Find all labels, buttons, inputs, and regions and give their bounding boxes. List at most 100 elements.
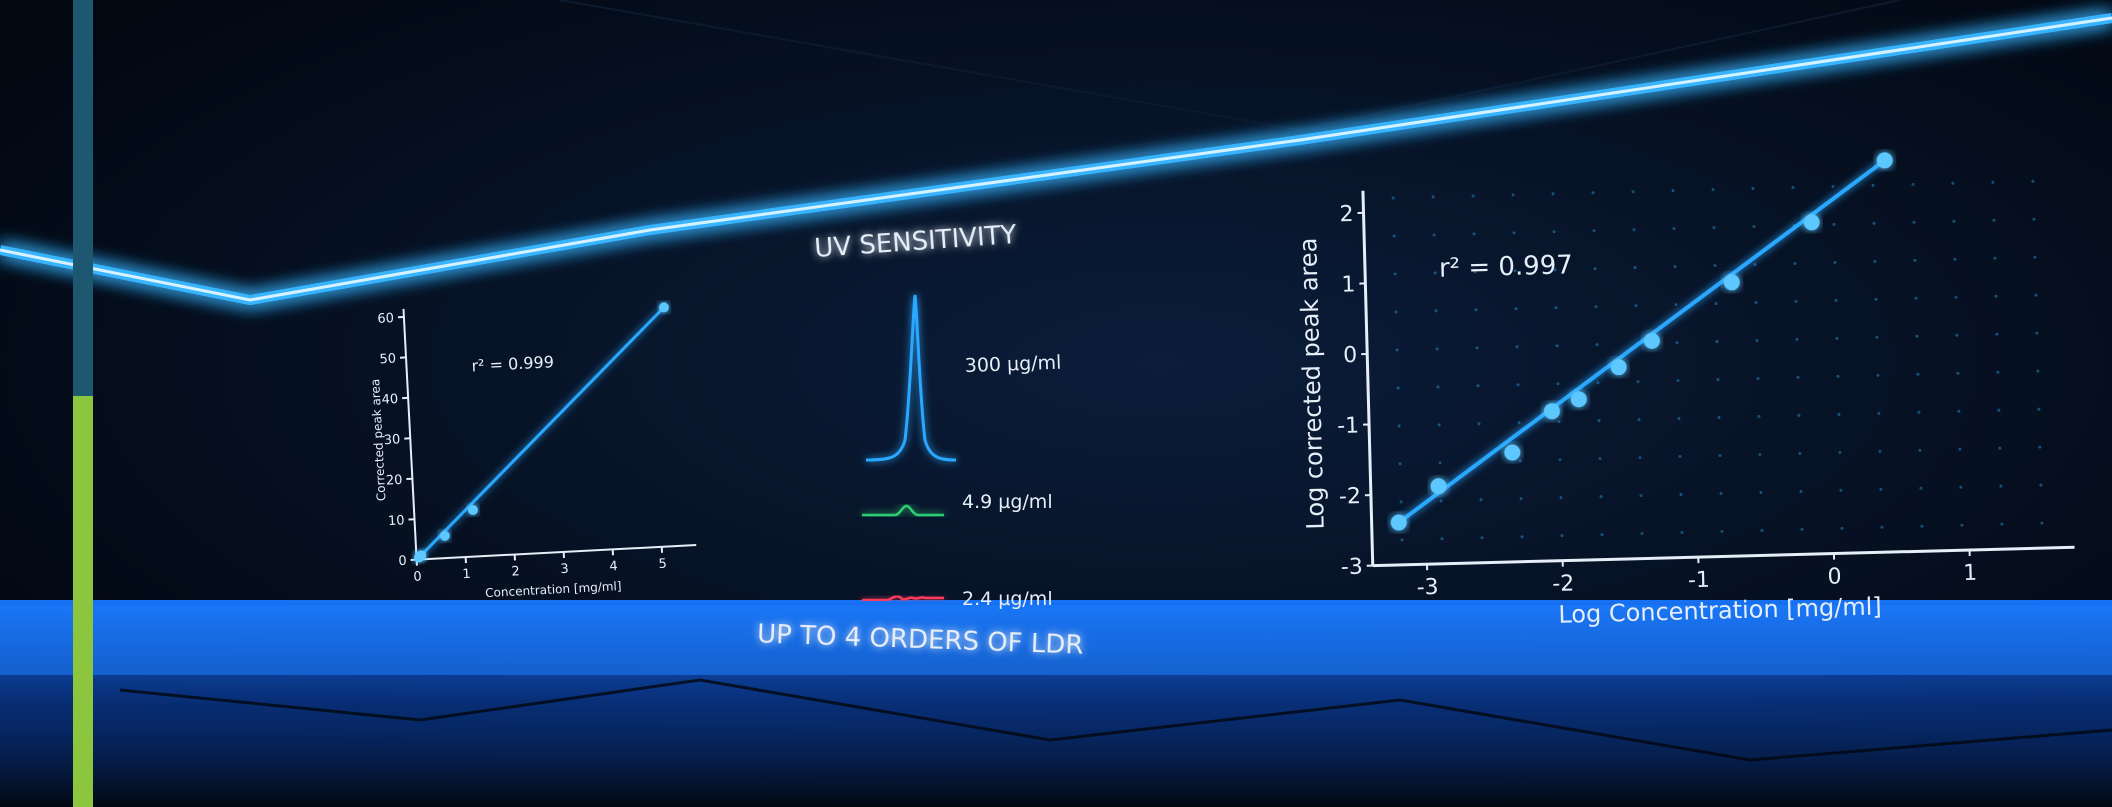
grid-dot bbox=[1919, 486, 1923, 490]
grid-dot bbox=[1717, 416, 1721, 420]
grid-dot bbox=[1874, 297, 1878, 301]
grid-dot bbox=[1879, 487, 1883, 491]
grid-dot bbox=[1793, 261, 1797, 265]
grid-dot bbox=[1636, 380, 1640, 384]
x-tick-label: -2 bbox=[1552, 571, 1575, 597]
grid-dot bbox=[1951, 181, 1955, 185]
grid-dot bbox=[1960, 523, 1964, 527]
x-tick-label: 1 bbox=[1963, 561, 1978, 586]
grid-dot bbox=[1479, 498, 1483, 502]
grid-dot bbox=[1560, 534, 1564, 538]
grid-dot bbox=[1433, 271, 1437, 275]
grid-dot bbox=[1880, 525, 1884, 529]
grid-dot bbox=[1952, 219, 1956, 223]
grid-dot bbox=[1711, 188, 1715, 192]
grid-dot bbox=[1477, 422, 1481, 426]
grid-dot bbox=[1755, 338, 1759, 342]
grid-dot bbox=[1638, 456, 1642, 460]
grid-dot bbox=[1993, 256, 1997, 260]
grid-dot bbox=[1438, 461, 1442, 465]
grid-dot bbox=[1797, 413, 1801, 417]
x-axis bbox=[416, 543, 697, 561]
grid-dot bbox=[1871, 183, 1875, 187]
grid-dot bbox=[1592, 229, 1596, 233]
y-axis-label: Corrected peak area bbox=[368, 378, 388, 501]
x-tick-label: 0 bbox=[413, 569, 422, 584]
x-tick-label: 4 bbox=[609, 559, 618, 574]
grid-dot bbox=[1837, 412, 1841, 416]
grid-dot bbox=[1595, 343, 1599, 347]
grid-dot bbox=[1597, 419, 1601, 423]
grid-dot bbox=[1678, 455, 1682, 459]
grid-dot bbox=[1872, 221, 1876, 225]
grid-dot bbox=[1911, 182, 1915, 186]
grid-dot bbox=[1472, 232, 1476, 236]
y-tick-label: 2 bbox=[1339, 202, 1354, 227]
grid-dot bbox=[1918, 448, 1922, 452]
y-tick-label: -2 bbox=[1339, 484, 1362, 510]
grid-dot bbox=[1676, 379, 1680, 383]
data-point bbox=[1390, 514, 1407, 531]
grid-dot bbox=[1913, 258, 1917, 262]
grid-dot bbox=[1959, 485, 1963, 489]
grid-dot bbox=[1396, 386, 1400, 390]
grid-dot bbox=[1713, 264, 1717, 268]
trace-300 bbox=[865, 294, 957, 462]
grid-dot bbox=[1596, 381, 1600, 385]
grid-dot bbox=[1795, 337, 1799, 341]
trace-2-4-label: 2.4 µg/ml bbox=[962, 588, 1053, 610]
y-tick-label: 50 bbox=[379, 351, 396, 367]
trace-4-9 bbox=[862, 504, 944, 517]
x-axis bbox=[1372, 545, 2075, 568]
grid-dot bbox=[1752, 225, 1756, 229]
grid-dot bbox=[1394, 310, 1398, 314]
ceiling-seam bbox=[559, 0, 1901, 132]
grid-dot bbox=[1555, 344, 1559, 348]
grid-dot bbox=[1436, 385, 1440, 389]
grid-dot bbox=[1839, 488, 1843, 492]
grid-dot bbox=[1957, 409, 1961, 413]
grid-dot bbox=[1513, 269, 1517, 273]
data-point bbox=[1570, 391, 1587, 408]
grid-dot bbox=[1520, 535, 1524, 539]
grid-dot bbox=[1679, 493, 1683, 497]
grid-dot bbox=[1517, 421, 1521, 425]
grid-dot bbox=[1474, 308, 1478, 312]
grid-dot bbox=[1836, 374, 1840, 378]
grid-dot bbox=[2037, 407, 2041, 411]
grid-dot bbox=[1954, 295, 1958, 299]
grid-dot bbox=[1471, 194, 1475, 198]
grid-dot bbox=[1591, 191, 1595, 195]
grid-dot bbox=[2038, 445, 2042, 449]
grid-dot bbox=[1552, 230, 1556, 234]
grid-dot bbox=[1391, 196, 1395, 200]
grid-dot bbox=[1480, 536, 1484, 540]
r-squared-label: r² = 0.999 bbox=[471, 352, 554, 375]
accent-bar-bottom bbox=[73, 396, 93, 807]
grid-dot bbox=[2040, 521, 2044, 525]
grid-dot bbox=[1996, 370, 2000, 374]
neon-light-core bbox=[0, 16, 2112, 302]
grid-dot bbox=[1997, 408, 2001, 412]
grid-dot bbox=[1675, 341, 1679, 345]
grid-dot bbox=[1439, 499, 1443, 503]
grid-dot bbox=[1640, 532, 1644, 536]
grid-dot bbox=[1639, 494, 1643, 498]
grid-dot bbox=[1953, 257, 1957, 261]
x-tick-label: 1 bbox=[462, 567, 471, 582]
grid-dot bbox=[1920, 524, 1924, 528]
grid-dot bbox=[1991, 180, 1995, 184]
grid-dot bbox=[1999, 484, 2003, 488]
x-tick-label: 3 bbox=[560, 562, 569, 577]
floor-band bbox=[0, 605, 2112, 675]
grid-dot bbox=[1475, 346, 1479, 350]
grid-dot bbox=[1397, 424, 1401, 428]
grid-dot bbox=[1637, 418, 1641, 422]
grid-dot bbox=[2035, 331, 2039, 335]
grid-dot bbox=[1551, 192, 1555, 196]
grid-dot bbox=[1757, 414, 1761, 418]
y-tick-label: 40 bbox=[381, 392, 398, 408]
grid-dot bbox=[1515, 345, 1519, 349]
grid-dot bbox=[1714, 302, 1718, 306]
